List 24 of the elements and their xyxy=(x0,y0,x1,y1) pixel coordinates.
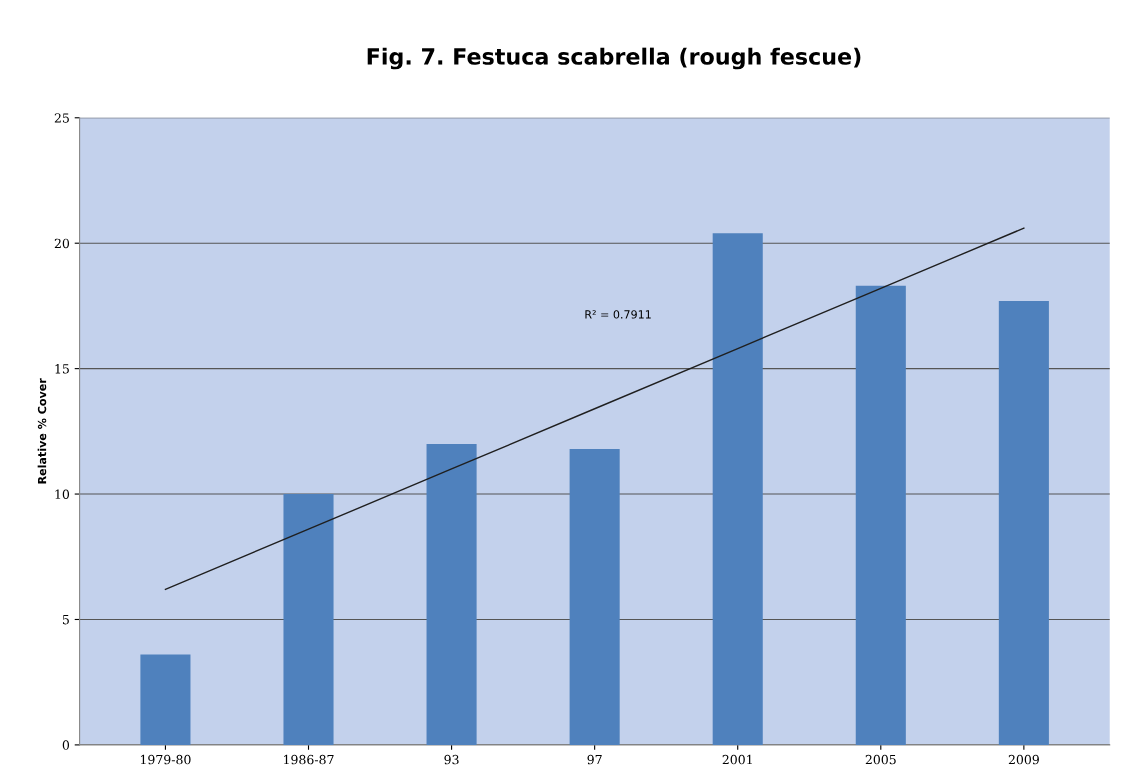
x-tick-label: 1986-87 xyxy=(284,754,334,765)
bar xyxy=(855,285,906,745)
x-tick-label: 93 xyxy=(444,754,459,765)
x-tick-label: 2005 xyxy=(865,754,896,765)
y-tick-label: 5 xyxy=(62,615,69,625)
annotation: R² = 0.7911 xyxy=(585,310,651,319)
y-tick-label: 10 xyxy=(55,489,70,499)
bar xyxy=(140,654,191,745)
x-tick-label: 97 xyxy=(587,754,602,765)
x-tick-label: 2001 xyxy=(722,754,752,765)
line-series xyxy=(164,227,1025,591)
x-tick-label: 2009 xyxy=(1008,754,1039,765)
bar xyxy=(569,448,620,745)
y-tick-label: 0 xyxy=(62,740,70,750)
y-tick-label: 15 xyxy=(55,364,69,374)
bar xyxy=(283,494,334,745)
y-axis-title: Relative % Cover xyxy=(37,378,47,484)
bar xyxy=(998,300,1049,745)
bar xyxy=(712,233,763,745)
y-tick-label: 25 xyxy=(54,113,69,123)
y-tick-label: 20 xyxy=(54,238,70,249)
x-tick-label: 1979-80 xyxy=(140,754,191,765)
chart-title: Fig. 7. Festuca scabrella (rough fescue) xyxy=(367,47,861,70)
bar xyxy=(426,443,477,745)
